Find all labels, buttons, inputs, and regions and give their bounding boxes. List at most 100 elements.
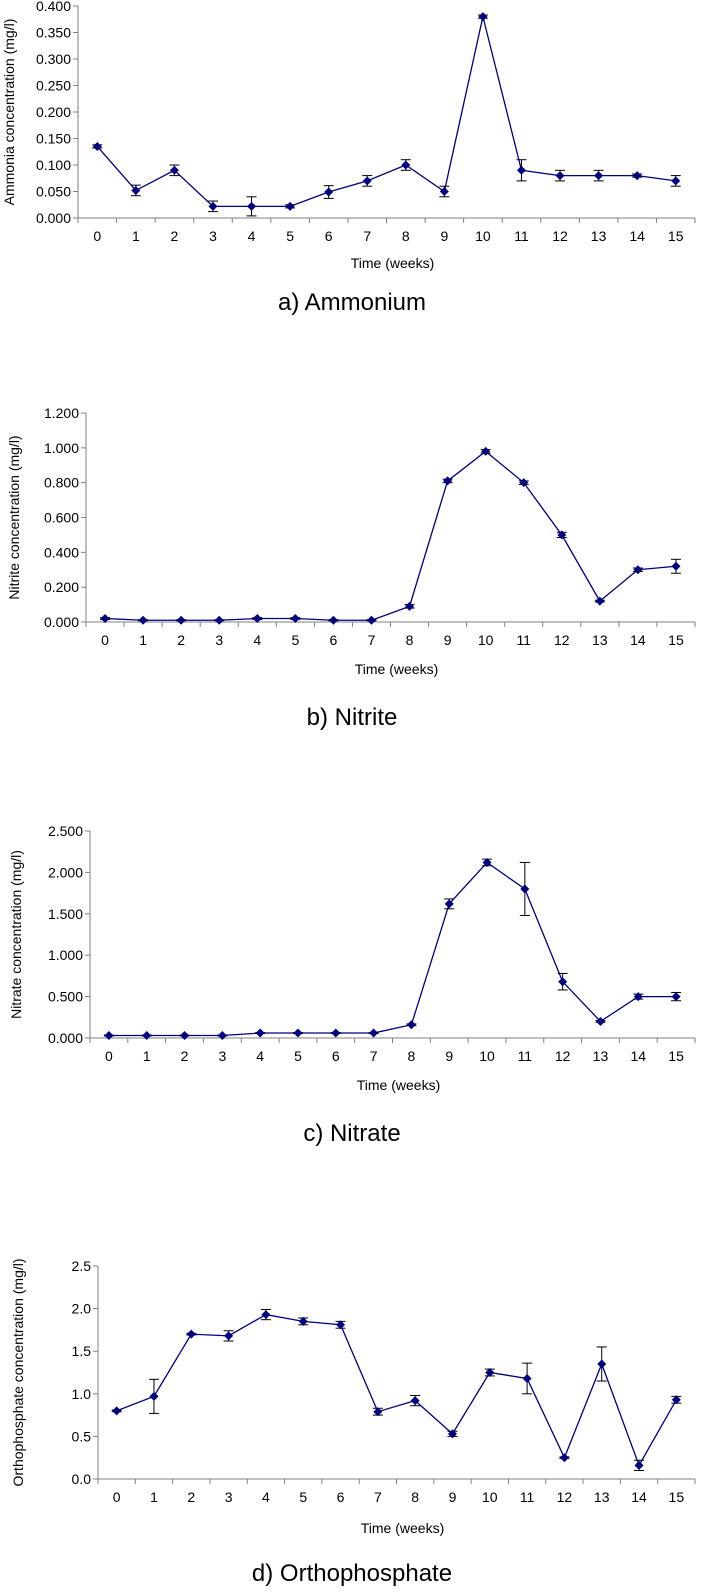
x-tick-label: 7	[370, 1048, 378, 1064]
data-point	[324, 187, 334, 197]
x-tick-label: 15	[668, 228, 684, 244]
series-line	[105, 450, 677, 621]
data-point	[208, 201, 218, 211]
data-point	[298, 1316, 308, 1326]
chart-caption: c) Nitrate	[303, 1120, 400, 1147]
y-tick-label: 0.150	[36, 131, 71, 147]
data-point	[331, 1028, 341, 1038]
x-tick-label: 12	[557, 1489, 573, 1505]
y-axis-title: Orthophosphate concentration (mg/l)	[10, 1258, 26, 1486]
data-point	[149, 1391, 159, 1401]
data-point	[597, 1359, 607, 1369]
x-tick-label: 11	[520, 1489, 535, 1505]
data-point	[112, 1406, 122, 1416]
x-tick-label: 13	[593, 1048, 609, 1064]
x-tick-label: 12	[554, 632, 570, 648]
x-tick-label: 6	[337, 1489, 345, 1505]
x-tick-label: 3	[218, 1048, 226, 1064]
x-tick-label: 2	[171, 228, 179, 244]
x-tick-label: 13	[591, 228, 607, 244]
y-tick-label: 0.400	[44, 544, 79, 560]
data-point	[447, 1429, 457, 1439]
data-point	[410, 1396, 420, 1406]
data-point	[401, 160, 411, 170]
x-tick-label: 6	[332, 1048, 340, 1064]
x-tick-label: 14	[630, 632, 646, 648]
x-tick-label: 8	[408, 1048, 416, 1064]
y-tick-label: 0.400	[36, 0, 71, 14]
x-tick-label: 4	[248, 228, 256, 244]
x-tick-label: 0	[105, 1048, 113, 1064]
y-tick-label: 0.0	[72, 1471, 92, 1487]
x-tick-label: 7	[374, 1489, 382, 1505]
x-tick-label: 10	[478, 632, 494, 648]
data-point	[285, 201, 295, 211]
x-tick-label: 14	[630, 1048, 646, 1064]
x-tick-label: 2	[177, 632, 185, 648]
y-tick-label: 0.350	[36, 25, 71, 41]
series-line	[96, 16, 676, 207]
y-tick-label: 0.250	[36, 78, 71, 94]
x-tick-label: 9	[445, 1048, 453, 1064]
x-tick-label: 3	[225, 1489, 233, 1505]
data-point	[520, 884, 530, 894]
y-tick-label: 0.600	[44, 510, 79, 526]
data-point	[224, 1331, 234, 1341]
y-axis-title: Nitrate concentration (mg/l)	[8, 850, 24, 1019]
y-tick-label: 1.0	[72, 1386, 92, 1402]
data-point	[594, 171, 604, 181]
x-tick-label: 10	[475, 228, 491, 244]
x-tick-label: 1	[132, 228, 140, 244]
x-tick-label: 1	[143, 1048, 151, 1064]
x-tick-label: 1	[150, 1489, 158, 1505]
y-tick-label: 1.200	[44, 405, 79, 421]
data-point	[482, 857, 492, 867]
data-point	[671, 176, 681, 186]
x-tick-label: 9	[440, 228, 448, 244]
data-point	[522, 1373, 532, 1383]
data-point	[261, 1310, 271, 1320]
x-tick-label: 3	[209, 228, 217, 244]
y-axis-title: Nitrite concentration (mg/l)	[6, 435, 22, 599]
data-point	[478, 12, 488, 22]
x-tick-label: 12	[555, 1048, 571, 1064]
x-tick-label: 4	[253, 632, 261, 648]
data-point	[443, 476, 453, 486]
data-point	[671, 992, 681, 1002]
data-point	[406, 1020, 416, 1030]
x-tick-label: 7	[368, 632, 376, 648]
y-tick-label: 0.000	[44, 614, 79, 630]
x-tick-label: 7	[363, 228, 371, 244]
data-point	[558, 977, 568, 987]
data-point	[131, 185, 141, 195]
data-point	[444, 899, 454, 909]
data-point	[138, 615, 148, 625]
x-tick-label: 5	[299, 1489, 307, 1505]
x-tick-label: 14	[629, 228, 645, 244]
data-point	[485, 1368, 495, 1377]
data-point	[176, 615, 186, 625]
data-point	[671, 1395, 681, 1405]
x-tick-label: 9	[449, 1489, 457, 1505]
data-point	[671, 561, 681, 571]
chart-panel-1: 0.000 0.050 0.100 0.150 0.200 0.250 0.300 0.350…	[1, 0, 696, 316]
data-point	[595, 1016, 605, 1026]
data-point	[142, 1031, 152, 1041]
data-point	[559, 1453, 569, 1463]
data-point	[186, 1329, 196, 1339]
x-tick-label: 15	[669, 1489, 685, 1505]
y-tick-label: 0.800	[44, 475, 79, 491]
data-point	[439, 187, 449, 196]
x-axis-title: Time (weeks)	[355, 661, 439, 677]
x-tick-label: 11	[518, 1048, 533, 1064]
y-tick-label: 1.000	[44, 440, 79, 456]
y-tick-label: 1.500	[48, 906, 83, 922]
y-tick-label: 0.200	[36, 104, 71, 120]
y-tick-label: 0.100	[36, 157, 71, 173]
data-point	[217, 1031, 227, 1041]
x-axis-title: Time (weeks)	[351, 255, 435, 271]
x-tick-label: 8	[402, 228, 410, 244]
data-point	[634, 1460, 644, 1470]
data-point	[92, 141, 102, 151]
